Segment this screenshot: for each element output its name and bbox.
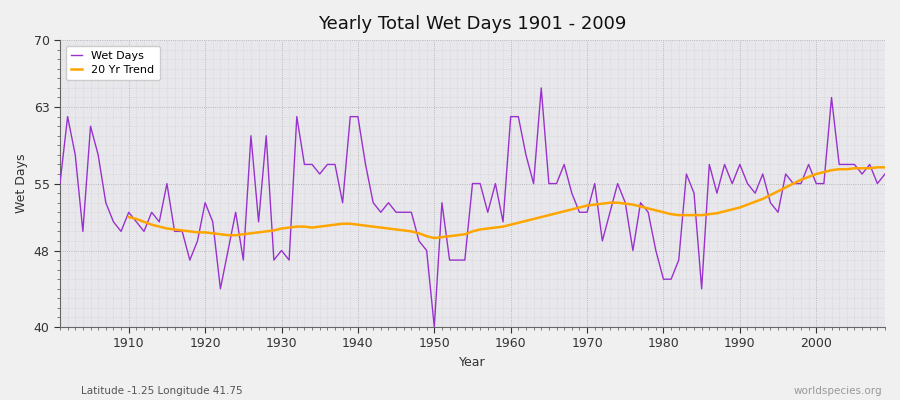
20 Yr Trend [872,165,883,170]
20 Yr Trend [849,166,859,171]
20 Yr Trend [268,228,279,233]
Text: worldspecies.org: worldspecies.org [794,386,882,396]
Wet Days [513,114,524,119]
20 Yr Trend [429,236,440,240]
Wet Days [329,162,340,167]
20 Yr Trend [520,218,531,223]
Y-axis label: Wet Days: Wet Days [15,154,28,213]
20 Yr Trend [581,203,592,208]
Wet Days [505,114,516,119]
20 Yr Trend [826,168,837,172]
20 Yr Trend [299,224,310,229]
Legend: Wet Days, 20 Yr Trend: Wet Days, 20 Yr Trend [66,46,160,80]
Wet Days [879,172,890,176]
Line: 20 Yr Trend: 20 Yr Trend [129,167,885,238]
Wet Days [284,258,294,262]
Wet Days [612,181,623,186]
X-axis label: Year: Year [459,356,486,369]
Wet Days [116,229,127,234]
Line: Wet Days: Wet Days [60,88,885,327]
Wet Days [55,181,66,186]
Wet Days [536,86,546,90]
Title: Yearly Total Wet Days 1901 - 2009: Yearly Total Wet Days 1901 - 2009 [319,15,626,33]
20 Yr Trend [123,215,134,220]
Text: Latitude -1.25 Longitude 41.75: Latitude -1.25 Longitude 41.75 [81,386,243,396]
Wet Days [429,325,440,330]
20 Yr Trend [879,165,890,170]
